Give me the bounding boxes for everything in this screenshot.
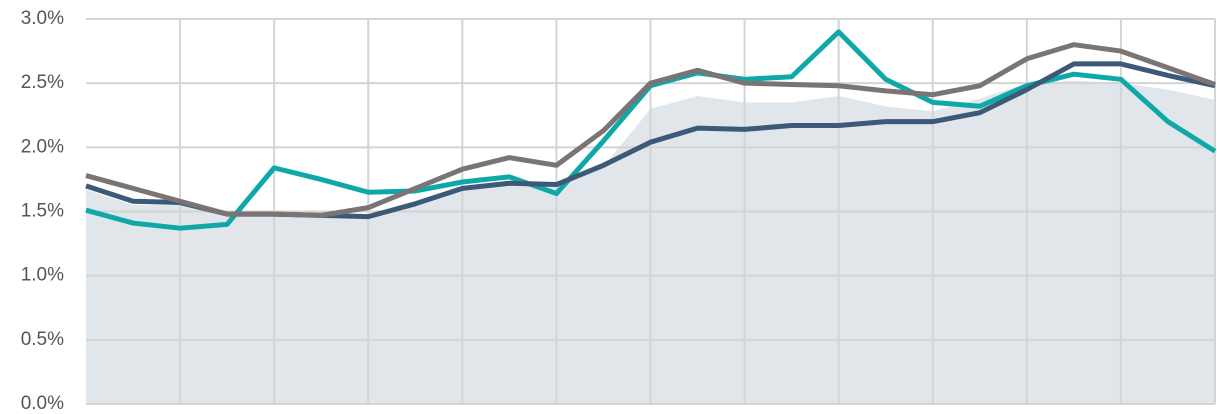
y-tick-label: 1.5% (21, 201, 64, 222)
line (85, 42, 1216, 218)
y-tick-label: 0.5% (21, 329, 64, 350)
y-tick-label: 0.0% (21, 393, 64, 414)
y-tick-label: 2.0% (21, 136, 64, 157)
y-tick-label: 2.5% (21, 72, 64, 93)
y-tick-label: 3.0% (21, 8, 64, 29)
y-tick-label: 1.0% (21, 265, 64, 286)
